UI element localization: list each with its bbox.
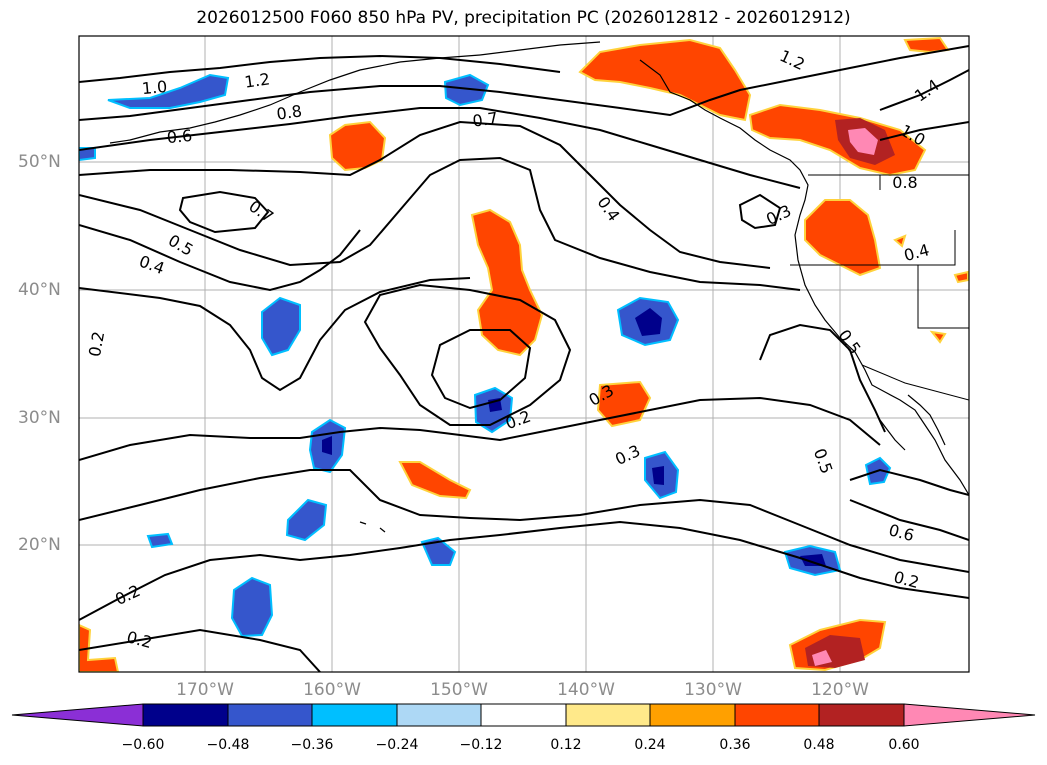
precip-negative-se-core	[800, 554, 826, 566]
contour-label: 1.4	[911, 75, 943, 105]
precip-positive-far-ne	[893, 234, 907, 248]
colorbar-bin	[311, 703, 398, 727]
contour-label: 0.5	[165, 231, 197, 260]
contour-label: 0.3	[763, 201, 794, 229]
contour-label: 0.2	[125, 627, 155, 652]
contour-label: 0.4	[902, 240, 932, 265]
contour-label: 0.5	[834, 326, 864, 358]
precip-peak-south	[812, 650, 832, 666]
colorbar-tick: 0.60	[888, 737, 920, 753]
colorbar-bin	[227, 703, 313, 727]
precip-positive-ne-of-low	[596, 380, 652, 428]
precip-negative-sw	[230, 576, 274, 638]
lon-label: 150°W	[430, 680, 488, 700]
contour-label: 0.7	[245, 196, 277, 226]
precip-negative-alaska-gulf	[443, 73, 490, 107]
colorbar-tick: 0.48	[803, 737, 835, 753]
precip-positive-dot1	[929, 330, 947, 344]
contour-label: 0.8	[892, 173, 917, 192]
chart-title: 2026012500 F060 850 hPa PV, precipitatio…	[196, 8, 851, 28]
pv-contours	[79, 45, 969, 672]
lon-label: 120°W	[811, 680, 869, 700]
precip-negative-east-25n-core	[652, 466, 664, 485]
precip-positive-dot2	[953, 270, 969, 284]
lat-label: 20°N	[18, 535, 61, 555]
borders	[790, 174, 969, 401]
precip-positive-sw-band	[398, 461, 472, 500]
colorbar-bin	[396, 703, 482, 727]
contour-label: 0.2	[892, 567, 922, 592]
contour-label: 0.2	[112, 581, 143, 609]
lat-label: 50°N	[18, 152, 61, 172]
precip-negative-tiny	[146, 532, 174, 549]
contour-label: 0.5	[810, 446, 837, 476]
contour-label: 0.6	[166, 126, 193, 147]
lon-label: 170°W	[176, 680, 234, 700]
lon-label: 130°W	[684, 680, 742, 700]
colorbar-bin	[818, 703, 905, 727]
contour-label: 0.4	[137, 252, 167, 279]
precip-positive-sw-corner	[79, 623, 120, 672]
contour-label: 0.8	[275, 101, 303, 123]
colorbar-bin	[565, 703, 651, 727]
precip-positive-central-band	[470, 208, 544, 357]
contour-label: 0.7	[471, 108, 499, 130]
contour-label: 0.2	[85, 330, 108, 358]
contour-label: 1.2	[243, 69, 271, 91]
precip-positive-gulf-alaska	[578, 38, 752, 122]
colorbar-tick: 0.12	[550, 737, 582, 753]
contour-label: 0.4	[593, 193, 623, 225]
contour-label: 0.3	[612, 441, 643, 469]
precip-peak-bc	[848, 128, 878, 155]
lon-label: 140°W	[557, 680, 615, 700]
precip-negative-28n-core	[322, 436, 332, 455]
precip-positive-bc-coast	[748, 103, 927, 177]
colorbar	[11, 703, 1036, 727]
colorbar-bin	[734, 703, 820, 727]
precip-negative-west-40n	[261, 296, 301, 357]
precip-negative-aleutian	[107, 73, 230, 109]
lat-label: 30°N	[18, 408, 61, 428]
precip-negative-21n	[285, 498, 328, 542]
map-frame	[78, 35, 970, 673]
contour-label: 1.2	[777, 46, 808, 74]
colorbar-extend-high	[903, 703, 1036, 727]
colorbar-tick: −0.12	[459, 737, 503, 753]
colorbar-tick: −0.24	[375, 737, 419, 753]
colorbar-tick: −0.60	[121, 737, 165, 753]
colorbar-tick: 0.24	[634, 737, 666, 753]
colorbar-bin	[480, 703, 567, 727]
precip-negative-east-40n-core	[635, 308, 662, 336]
colorbar-tick: −0.36	[290, 737, 334, 753]
precip-positive-mid-pacific	[328, 120, 387, 172]
precip-positive-oregon	[804, 199, 882, 277]
contour-label: 1.0	[141, 77, 168, 98]
colorbar-bin	[142, 703, 229, 727]
colorbar-tick: −0.48	[206, 737, 250, 753]
lat-label: 40°N	[18, 280, 61, 300]
colorbar-bin	[649, 703, 736, 727]
lon-label: 160°W	[303, 680, 361, 700]
negative-precip-areas	[79, 73, 892, 638]
precip-negative-hawaii	[420, 536, 457, 566]
colorbar-extend-low	[11, 703, 144, 727]
colorbar-tick: 0.36	[719, 737, 751, 753]
